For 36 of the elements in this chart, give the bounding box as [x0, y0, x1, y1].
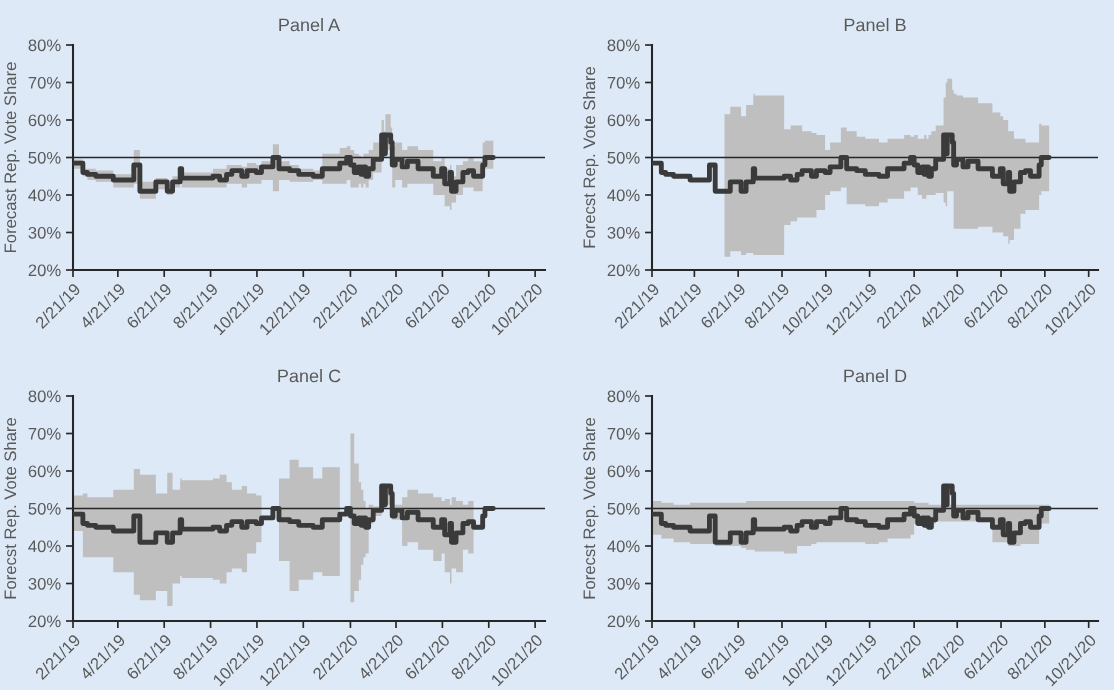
- chart-title: Panel D: [844, 369, 907, 383]
- y-tick-label: 70%: [28, 427, 61, 440]
- y-tick-label: 60%: [607, 114, 640, 127]
- y-tick-label: 50%: [28, 151, 61, 164]
- y-tick-label: 80%: [28, 390, 61, 403]
- y-tick-label: 20%: [28, 615, 61, 628]
- y-axis-title: Forecst Rep. Vote Share: [3, 417, 20, 599]
- y-tick-label: 30%: [607, 226, 640, 239]
- y-axis-title: Forecst Rep. Vote Share: [582, 66, 599, 248]
- y-tick-label: 20%: [607, 615, 640, 628]
- y-tick-label: 40%: [607, 540, 640, 553]
- y-tick-label: 40%: [28, 189, 61, 202]
- y-tick-label: 20%: [607, 264, 640, 277]
- y-tick-label: 30%: [28, 577, 61, 590]
- y-tick-label: 20%: [28, 264, 61, 277]
- y-tick-label: 30%: [28, 226, 61, 239]
- y-tick-label: 40%: [28, 540, 61, 553]
- y-tick-label: 50%: [607, 502, 640, 515]
- y-tick-label: 70%: [607, 427, 640, 440]
- y-tick-label: 30%: [607, 577, 640, 590]
- y-tick-label: 80%: [607, 390, 640, 403]
- y-axis-title: Forecast Rep. Vote Share: [3, 62, 20, 253]
- y-tick-label: 40%: [607, 189, 640, 202]
- y-tick-label: 80%: [607, 39, 640, 52]
- chart-title: Panel B: [844, 18, 906, 32]
- y-tick-label: 60%: [28, 114, 61, 127]
- chart-title: Panel A: [279, 18, 341, 32]
- y-tick-label: 70%: [607, 76, 640, 89]
- y-axis-title: Forecst Rep. Vote Share: [582, 417, 599, 599]
- y-tick-label: 80%: [28, 39, 61, 52]
- y-tick-label: 50%: [28, 502, 61, 515]
- y-tick-label: 70%: [28, 76, 61, 89]
- y-tick-label: 50%: [607, 151, 640, 164]
- chart-title: Panel C: [278, 369, 341, 383]
- y-tick-label: 60%: [607, 465, 640, 478]
- y-tick-label: 60%: [28, 465, 61, 478]
